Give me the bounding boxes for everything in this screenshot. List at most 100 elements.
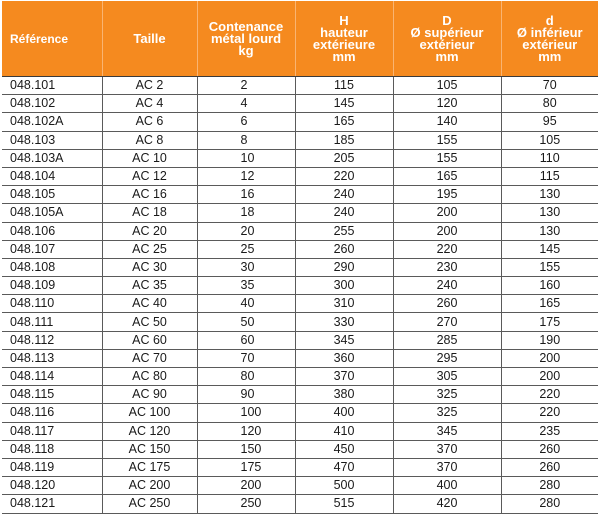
- height-cell: 240: [295, 185, 394, 205]
- top-diameter-cell: 325: [393, 385, 502, 405]
- table-row: 048.107 AC 25 25 260 220 145: [2, 240, 598, 259]
- table-row: 048.112 AC 60 60 345 285 190: [2, 331, 598, 350]
- size-cell: AC 10: [102, 149, 198, 168]
- height-cell: 165: [295, 112, 394, 132]
- size-cell: AC 12: [102, 167, 198, 187]
- reference-cell: 048.117: [2, 422, 103, 441]
- reference-cell: 048.108: [2, 258, 103, 278]
- header-row: Référence Taille Contenance métal lourd …: [2, 1, 598, 77]
- crucible-dimensions-table: Référence Taille Contenance métal lourd …: [2, 1, 598, 514]
- capacity-cell: 10: [197, 149, 296, 168]
- reference-cell: 048.120: [2, 476, 103, 496]
- height-cell: 310: [295, 294, 394, 314]
- header-size: Taille: [102, 1, 198, 77]
- table-row: 048.105A AC 18 18 240 200 130: [2, 203, 598, 223]
- header-capacity-line: métal lourd: [210, 30, 282, 46]
- table-row: 048.106 AC 20 20 255 200 130: [2, 222, 598, 241]
- bottom-diameter-cell: 130: [501, 203, 598, 223]
- top-diameter-cell: 285: [393, 331, 502, 350]
- capacity-cell: 175: [197, 458, 296, 478]
- header-top-diameter: D Ø supérieur extérieur mm: [393, 1, 502, 77]
- bottom-diameter-cell: 155: [501, 258, 598, 278]
- bottom-diameter-cell: 145: [501, 240, 598, 259]
- reference-cell: 048.106: [2, 222, 103, 241]
- table-row: 048.103A AC 10 10 205 155 110: [2, 149, 598, 168]
- height-cell: 360: [295, 349, 394, 369]
- table-row: 048.116 AC 100 100 400 325 220: [2, 403, 598, 423]
- header-height-line: mm: [332, 48, 356, 64]
- size-cell: AC 20: [102, 222, 198, 241]
- height-cell: 380: [295, 385, 394, 405]
- top-diameter-cell: 155: [393, 131, 502, 150]
- header-height-line: extérieure: [312, 36, 376, 52]
- header-reference: Référence: [2, 1, 103, 77]
- table-row: 048.120 AC 200 200 500 400 280: [2, 476, 598, 496]
- size-cell: AC 150: [102, 440, 198, 459]
- reference-cell: 048.114: [2, 367, 103, 387]
- size-cell: AC 2: [102, 76, 198, 96]
- header-top-diameter-line: D: [442, 12, 452, 28]
- size-cell: AC 6: [102, 112, 198, 132]
- table-row: 048.113 AC 70 70 360 295 200: [2, 349, 598, 369]
- capacity-cell: 25: [197, 240, 296, 259]
- table-row: 048.119 AC 175 175 470 370 260: [2, 458, 598, 478]
- capacity-cell: 150: [197, 440, 296, 459]
- header-height-line: H: [339, 12, 349, 28]
- height-cell: 220: [295, 167, 394, 187]
- reference-cell: 048.112: [2, 331, 103, 350]
- table-header: Référence Taille Contenance métal lourd …: [2, 1, 598, 77]
- top-diameter-cell: 120: [393, 94, 502, 114]
- reference-cell: 048.105A: [2, 203, 103, 223]
- table-row: 048.105 AC 16 16 240 195 130: [2, 185, 598, 205]
- height-cell: 255: [295, 222, 394, 241]
- size-cell: AC 120: [102, 422, 198, 441]
- height-cell: 500: [295, 476, 394, 496]
- capacity-cell: 8: [197, 131, 296, 150]
- height-cell: 145: [295, 94, 394, 114]
- size-cell: AC 50: [102, 312, 198, 332]
- header-bottom-diameter-line: d: [545, 12, 554, 28]
- top-diameter-cell: 195: [393, 185, 502, 205]
- capacity-cell: 2: [197, 76, 296, 96]
- table-row: 048.117 AC 120 120 410 345 235: [2, 422, 598, 441]
- capacity-cell: 80: [197, 367, 296, 387]
- bottom-diameter-cell: 280: [501, 494, 598, 514]
- table-row: 048.121 AC 250 250 515 420 280: [2, 494, 598, 514]
- size-cell: AC 18: [102, 203, 198, 223]
- capacity-cell: 18: [197, 203, 296, 223]
- table-row: 048.114 AC 80 80 370 305 200: [2, 367, 598, 387]
- reference-cell: 048.107: [2, 240, 103, 259]
- capacity-cell: 200: [197, 476, 296, 496]
- height-cell: 345: [295, 331, 394, 350]
- top-diameter-cell: 165: [393, 167, 502, 187]
- header-top-diameter-line: extérieur: [419, 36, 475, 52]
- reference-cell: 048.113: [2, 349, 103, 369]
- capacity-cell: 120: [197, 422, 296, 441]
- top-diameter-cell: 420: [393, 494, 502, 514]
- bottom-diameter-cell: 80: [501, 94, 598, 114]
- size-cell: AC 40: [102, 294, 198, 314]
- header-capacity: Contenance métal lourd kg: [197, 1, 296, 77]
- bottom-diameter-cell: 220: [501, 385, 598, 405]
- top-diameter-cell: 295: [393, 349, 502, 369]
- top-diameter-cell: 345: [393, 422, 502, 441]
- capacity-cell: 250: [197, 494, 296, 514]
- header-top-diameter-line: mm: [435, 48, 459, 64]
- reference-cell: 048.115: [2, 385, 103, 405]
- header-top-diameter-line: Ø supérieur: [410, 24, 484, 40]
- reference-cell: 048.109: [2, 276, 103, 296]
- size-cell: AC 30: [102, 258, 198, 278]
- height-cell: 300: [295, 276, 394, 296]
- top-diameter-cell: 270: [393, 312, 502, 332]
- bottom-diameter-cell: 260: [501, 440, 598, 459]
- reference-cell: 048.102A: [2, 112, 103, 132]
- size-cell: AC 80: [102, 367, 198, 387]
- top-diameter-cell: 105: [393, 76, 502, 96]
- table-row: 048.108 AC 30 30 290 230 155: [2, 258, 598, 278]
- bottom-diameter-cell: 130: [501, 185, 598, 205]
- top-diameter-cell: 325: [393, 403, 502, 423]
- reference-cell: 048.105: [2, 185, 103, 205]
- table-row: 048.104 AC 12 12 220 165 115: [2, 167, 598, 187]
- bottom-diameter-cell: 115: [501, 167, 598, 187]
- top-diameter-cell: 230: [393, 258, 502, 278]
